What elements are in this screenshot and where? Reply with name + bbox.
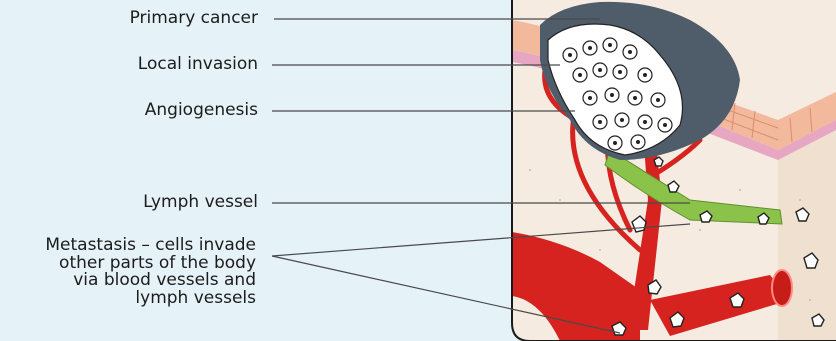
- label-angiogenesis: Angiogenesis: [144, 100, 258, 120]
- metastasis-line-2: other parts of the body: [59, 252, 256, 273]
- label-metastasis: Metastasis – cells invade other parts of…: [45, 235, 256, 308]
- tumor-invading-cells: [547, 23, 684, 156]
- leader-metastasis-lymph: [271, 223, 691, 257]
- label-primary-cancer: Primary cancer: [129, 8, 258, 28]
- tissue-block: [512, 0, 836, 341]
- lymph-vessel-shape: [604, 149, 783, 225]
- metastasis-line-4: lymph vessels: [135, 287, 256, 308]
- blood-vessel-main: [512, 232, 640, 341]
- label-lymph-vessel: Lymph vessel: [143, 192, 258, 212]
- metastasis-line-1: Metastasis – cells invade: [45, 235, 256, 255]
- tumor-cell-outlines: [562, 37, 673, 151]
- leader-lines: [271, 18, 691, 334]
- metastasis-line-3: via blood vessels and: [73, 270, 256, 290]
- tumor-cell-nuclei: [568, 43, 667, 145]
- blood-vessel-branch: [650, 275, 790, 336]
- leader-metastasis-blood: [271, 255, 621, 334]
- label-local-invasion: Local invasion: [137, 54, 258, 74]
